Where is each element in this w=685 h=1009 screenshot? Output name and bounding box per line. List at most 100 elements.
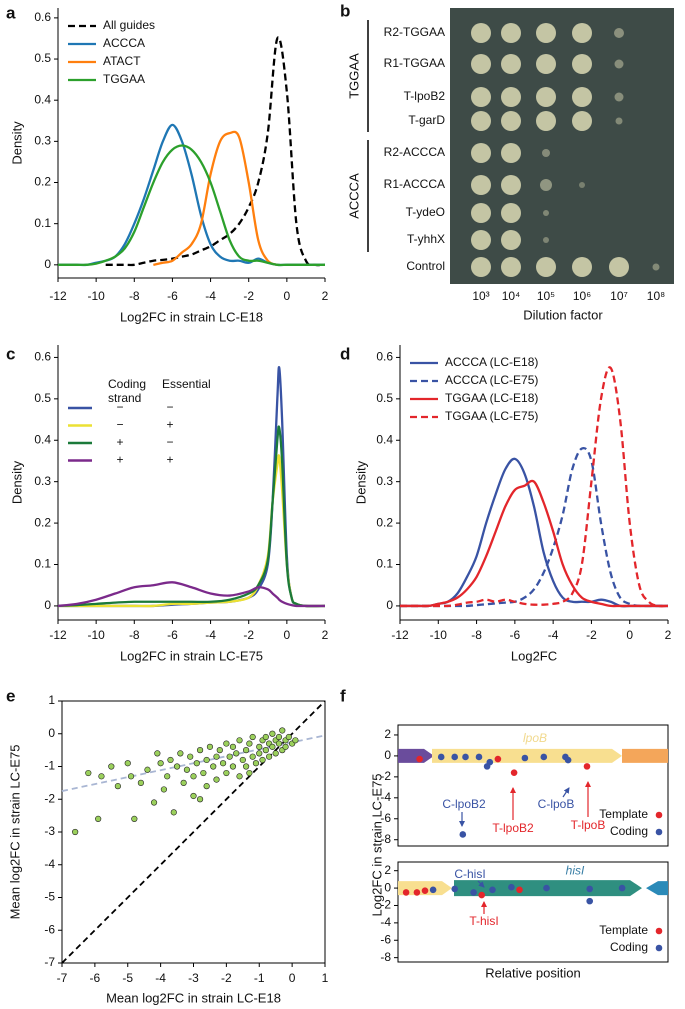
legend-marker xyxy=(655,828,663,836)
annotation: T-lpoB2 xyxy=(492,821,534,835)
colony-spot xyxy=(609,257,629,277)
point xyxy=(229,763,237,770)
x-tick-label: -8 xyxy=(471,628,482,642)
legend-header: Essential xyxy=(162,377,211,391)
density-line xyxy=(400,447,668,608)
legend-essential: + xyxy=(166,453,173,467)
x-tick-label: -1 xyxy=(254,971,265,985)
colony-spot xyxy=(471,175,491,195)
legend-coding-strand: + xyxy=(116,435,123,449)
legend-label: ACCCA (LC-E18) xyxy=(445,355,538,369)
y-tick-label: -4 xyxy=(44,857,55,871)
colony-spot xyxy=(501,257,521,277)
panel-letter: b xyxy=(340,1,350,20)
point xyxy=(210,763,217,770)
y-tick-label: -2 xyxy=(380,898,391,912)
colony-spot xyxy=(543,237,549,243)
legend-label: Coding xyxy=(610,824,648,838)
point xyxy=(223,740,230,747)
x-tick-label: -2 xyxy=(243,289,254,303)
point xyxy=(124,760,131,767)
colony-spot xyxy=(471,111,491,131)
annotation: T-lpoB xyxy=(571,818,606,832)
panel-letter: d xyxy=(340,344,350,363)
point xyxy=(127,773,135,780)
point xyxy=(292,737,299,744)
legend-label: TGGAA (LC-E18) xyxy=(445,391,538,405)
density-line xyxy=(58,144,325,267)
point xyxy=(279,727,286,734)
point xyxy=(206,743,214,750)
point xyxy=(437,753,445,761)
y-tick-label: 0.1 xyxy=(34,557,51,571)
x-tick-label: 1 xyxy=(322,971,329,985)
y-axis-label: Density xyxy=(353,460,368,504)
colony-spot xyxy=(536,257,556,277)
y-axis-label: Density xyxy=(9,460,24,504)
x-tick-label: -10 xyxy=(87,628,105,642)
strain-label: T-ydeO xyxy=(406,205,445,219)
legend-marker xyxy=(655,944,663,952)
x-tick-label: -4 xyxy=(205,628,216,642)
colony-spot xyxy=(501,203,521,223)
point xyxy=(213,753,220,760)
strain-label: T-lpoB2 xyxy=(404,89,446,103)
annotation: T-hisI xyxy=(469,914,498,928)
colony-spot xyxy=(471,203,491,223)
annotation-arrow xyxy=(477,880,485,888)
x-tick-label: 2 xyxy=(322,628,329,642)
point xyxy=(494,755,502,763)
legend-label: TGGAA (LC-E75) xyxy=(445,409,538,423)
colony-spot xyxy=(572,23,592,43)
point xyxy=(262,747,269,754)
point xyxy=(243,747,250,754)
y-tick-label: 0.5 xyxy=(34,51,51,65)
point xyxy=(200,769,207,777)
x-tick-label: -2 xyxy=(586,628,597,642)
point xyxy=(256,743,263,750)
legend-coding-strand: − xyxy=(116,418,123,432)
reference-line xyxy=(61,700,326,964)
colony-spot xyxy=(579,182,585,188)
y-tick-label: 0.4 xyxy=(376,432,393,446)
gene-arrow xyxy=(646,881,668,896)
y-tick-label: 0.6 xyxy=(34,350,51,364)
point xyxy=(451,753,459,761)
x-tick-label: 2 xyxy=(665,628,672,642)
gene-label: hisI xyxy=(566,863,585,877)
point xyxy=(275,740,283,747)
point xyxy=(226,753,233,760)
strain-label: R1-TGGAA xyxy=(384,56,445,70)
x-tick-label: -6 xyxy=(167,289,178,303)
colony-spot xyxy=(572,87,592,107)
point xyxy=(239,756,246,764)
x-axis-label: Log2FC in strain LC-E75 xyxy=(120,648,263,663)
density-line xyxy=(57,425,326,608)
colony-spot xyxy=(471,23,491,43)
y-tick-label: -8 xyxy=(380,832,391,846)
panel-letter: f xyxy=(340,686,346,705)
x-axis-label: Relative position xyxy=(485,965,580,980)
density-line xyxy=(57,581,325,608)
point xyxy=(421,887,429,894)
dilution-label: 10³ xyxy=(472,289,489,303)
y-tick-label: -3 xyxy=(44,824,55,838)
point xyxy=(259,756,266,764)
point xyxy=(413,889,421,896)
colony-spot xyxy=(543,210,549,216)
point xyxy=(521,754,529,762)
point xyxy=(586,897,593,905)
point xyxy=(282,743,289,750)
point xyxy=(586,885,593,893)
colony-spot xyxy=(614,28,624,38)
strain-label: T-garD xyxy=(408,113,445,127)
x-tick-label: -6 xyxy=(510,628,521,642)
colony-spot xyxy=(501,175,521,195)
point xyxy=(402,889,410,896)
reference-line xyxy=(61,734,326,792)
point xyxy=(489,886,496,894)
colony-spot xyxy=(536,111,556,131)
dilution-label: 10⁶ xyxy=(573,289,591,303)
y-tick-label: -6 xyxy=(380,932,391,946)
